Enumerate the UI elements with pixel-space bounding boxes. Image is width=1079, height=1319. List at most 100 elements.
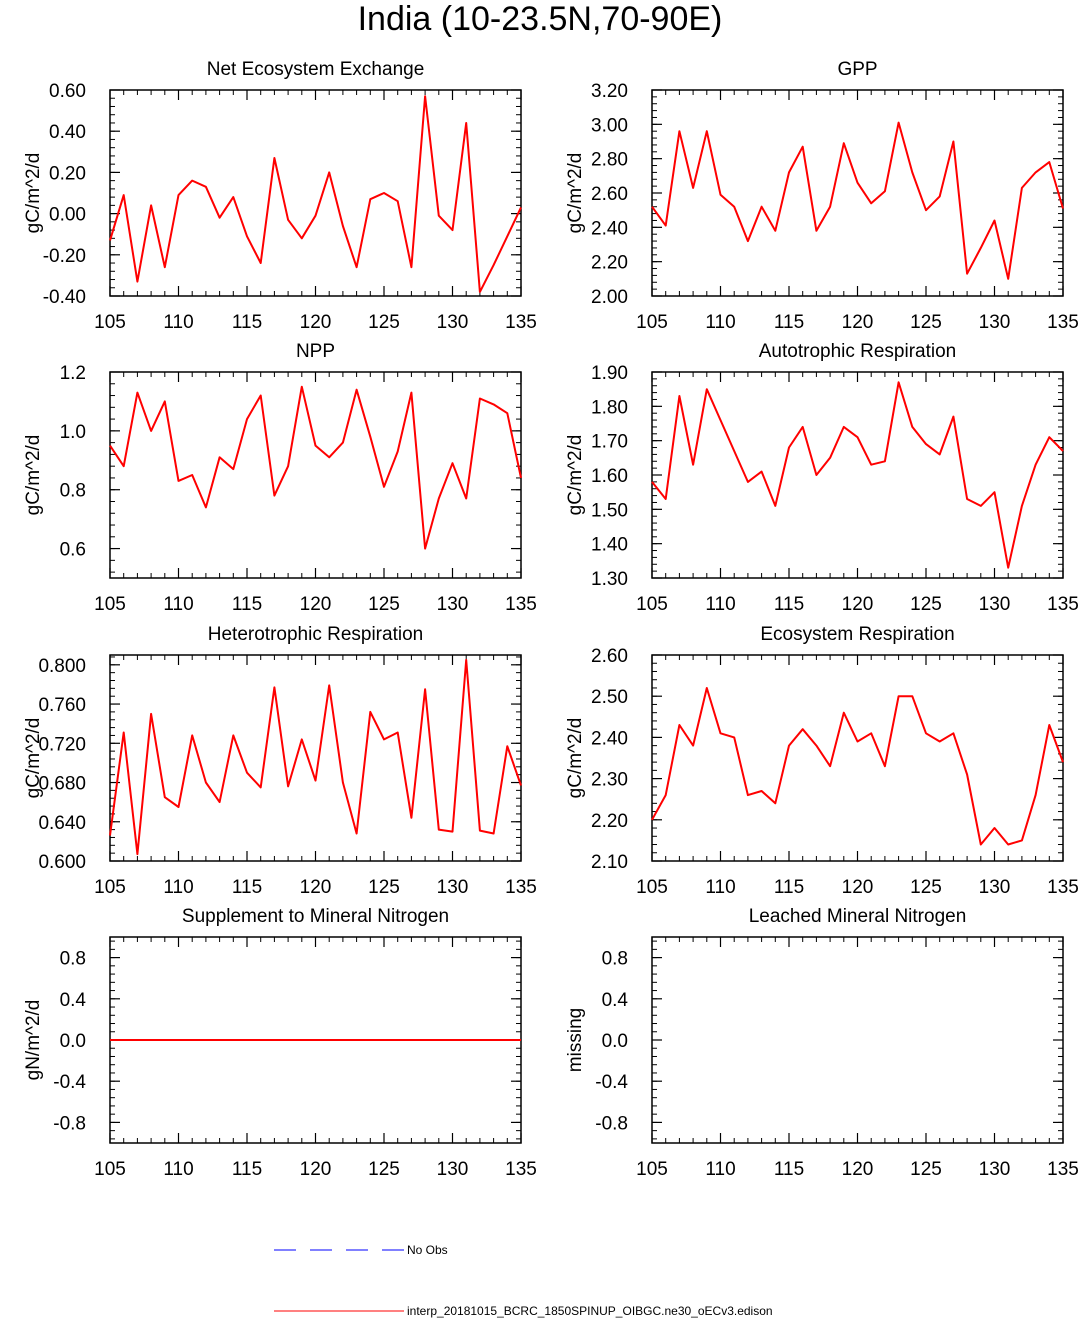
x-tick-label: 135 (505, 312, 537, 333)
y-tick-label: 1.90 (591, 363, 628, 384)
y-tick-label: 0.00 (49, 205, 86, 226)
x-tick-label: 110 (163, 877, 193, 898)
plot-frame (651, 654, 1064, 862)
x-tick-label: 120 (300, 1159, 332, 1180)
x-tick-label: 130 (979, 877, 1011, 898)
x-tick-label: 135 (505, 594, 537, 615)
y-tick-label: 1.80 (591, 397, 628, 418)
x-tick-label: 130 (437, 594, 469, 615)
panel-title: Autotrophic Respiration (759, 341, 957, 362)
x-tick-label: 130 (437, 312, 469, 333)
y-tick-label: 1.50 (591, 500, 628, 521)
x-tick-label: 135 (505, 877, 537, 898)
x-tick-label: 115 (232, 1159, 262, 1180)
y-tick-label: 2.60 (591, 646, 628, 667)
x-tick-label: 105 (636, 877, 668, 898)
y-tick-label: 1.70 (591, 432, 628, 453)
y-axis-label: gC/m^2/d (565, 153, 586, 234)
y-tick-label: -0.4 (53, 1072, 86, 1093)
y-tick-label: -0.40 (43, 287, 86, 308)
x-tick-label: 135 (1047, 877, 1079, 898)
y-tick-label: 0.40 (49, 122, 86, 143)
y-tick-label: 1.30 (591, 569, 628, 590)
y-tick-label: 2.10 (591, 852, 628, 873)
x-tick-label: 105 (636, 312, 668, 333)
y-axis-label: gC/m^2/d (565, 718, 586, 799)
y-tick-label: 0.8 (60, 481, 86, 502)
x-tick-label: 120 (842, 594, 874, 615)
x-tick-label: 120 (842, 312, 874, 333)
series-line (109, 385, 522, 550)
x-tick-label: 115 (232, 877, 262, 898)
x-tick-label: 115 (232, 312, 262, 333)
panel-title: Net Ecosystem Exchange (207, 59, 425, 80)
y-tick-label: 2.50 (591, 687, 628, 708)
y-tick-label: 3.00 (591, 115, 628, 136)
x-tick-label: 110 (705, 877, 735, 898)
y-tick-label: 1.2 (60, 363, 86, 384)
panel-1: Net Ecosystem Exchange gC/m^2/d 105 110 115 1… (23, 59, 537, 333)
x-tick-label: 120 (300, 594, 332, 615)
plot-frame (109, 371, 522, 579)
x-tick-label: 130 (437, 1159, 469, 1180)
y-tick-label: -0.8 (595, 1113, 628, 1134)
y-axis-label: missing (565, 1008, 586, 1072)
x-tick-label: 115 (232, 594, 262, 615)
x-tick-label: 125 (368, 1159, 400, 1180)
x-tick-label: 135 (1047, 594, 1079, 615)
x-tick-label: 105 (94, 877, 126, 898)
x-tick-label: 130 (979, 1159, 1011, 1180)
x-tick-label: 125 (910, 312, 942, 333)
panel-title: Supplement to Mineral Nitrogen (182, 906, 449, 927)
panel-title: Leached Mineral Nitrogen (749, 906, 967, 927)
y-tick-label: 2.40 (591, 218, 628, 239)
x-tick-label: 125 (368, 877, 400, 898)
x-tick-label: 110 (705, 1159, 735, 1180)
x-tick-label: 130 (979, 594, 1011, 615)
x-tick-label: 125 (368, 594, 400, 615)
x-tick-label: 110 (163, 312, 193, 333)
y-tick-label: 0.640 (38, 813, 86, 834)
panel-6: Ecosystem Respiration gC/m^2/d 105 110 115 12… (565, 624, 1079, 898)
x-tick-label: 120 (842, 1159, 874, 1180)
x-tick-label: 105 (636, 594, 668, 615)
x-tick-label: 120 (300, 877, 332, 898)
series-line (109, 95, 522, 293)
x-tick-label: 135 (1047, 312, 1079, 333)
y-tick-label: 0.0 (602, 1031, 628, 1052)
y-tick-label: 0.8 (60, 949, 86, 970)
y-tick-label: 2.80 (591, 150, 628, 171)
y-tick-label: 0.6 (60, 540, 86, 561)
series-line (651, 381, 1064, 569)
panel-title: Ecosystem Respiration (760, 624, 954, 645)
x-tick-label: 130 (437, 877, 469, 898)
x-tick-label: 105 (94, 312, 126, 333)
y-tick-label: 0.4 (602, 990, 629, 1011)
panel-3: NPP gC/m^2/d 105 110 115 120 125 130 135 0.6 0.8 1.… (23, 341, 537, 615)
x-tick-label: 105 (94, 1159, 126, 1180)
y-tick-label: 2.40 (591, 728, 628, 749)
y-tick-label: 0.600 (38, 852, 86, 873)
panel-5: Heterotrophic Respiration gC/m^2/d 105 110 1… (23, 624, 537, 898)
x-tick-label: 110 (705, 594, 735, 615)
x-tick-label: 130 (979, 312, 1011, 333)
series-line (109, 658, 522, 856)
panel-8: Leached Mineral Nitrogen missing 105 110 115… (565, 906, 1079, 1180)
x-tick-label: 125 (910, 594, 942, 615)
legend-no-obs-label: No Obs (407, 1243, 448, 1257)
plot-frame (109, 89, 522, 297)
y-axis-label: gN/m^2/d (23, 1000, 44, 1081)
y-axis-label: gC/m^2/d (23, 718, 44, 799)
y-tick-label: 0.60 (49, 81, 86, 102)
plot-frame (651, 89, 1064, 297)
y-tick-label: -0.20 (43, 246, 86, 267)
series-line (651, 121, 1064, 280)
x-tick-label: 115 (774, 1159, 804, 1180)
x-tick-label: 115 (774, 877, 804, 898)
y-tick-label: 3.20 (591, 81, 628, 102)
y-tick-label: 0.0 (60, 1031, 86, 1052)
panel-title: Heterotrophic Respiration (208, 624, 423, 645)
page-title: India (10-23.5N,70-90E) (358, 0, 723, 38)
y-tick-label: 2.20 (591, 811, 628, 832)
